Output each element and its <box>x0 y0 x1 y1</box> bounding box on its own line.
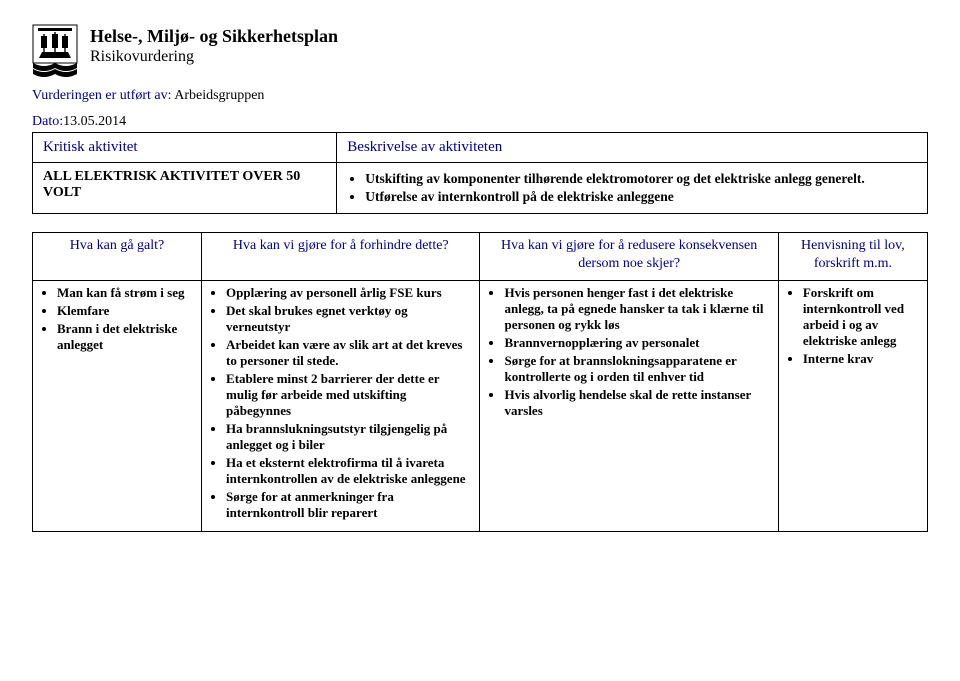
matrix-header-2: Hva kan vi gjøre for å forhindre dette? <box>202 233 480 281</box>
risk-matrix-table: Hva kan gå galt? Hva kan vi gjøre for å … <box>32 232 928 532</box>
list-item: Arbeidet kan være av slik art at det kre… <box>226 337 471 369</box>
prevent-list: Opplæring av personell årlig FSE kurs Det… <box>210 285 471 521</box>
document-header: Helse-, Miljø- og Sikkerhetsplan Risikov… <box>32 24 928 78</box>
list-item: Utskifting av komponenter tilhørende ele… <box>365 171 917 187</box>
reduce-consequence-list: Hvis personen henger fast i det elektris… <box>488 285 769 419</box>
list-item: Hvis alvorlig hendelse skal de rette ins… <box>504 387 769 419</box>
date-value: 13.05.2014 <box>63 114 126 129</box>
list-item: Det skal brukes egnet verktøy og verneut… <box>226 303 471 335</box>
assessment-by-line: Vurderingen er utført av: Arbeidsgruppen <box>32 88 928 104</box>
list-item: Brann i det elektriske anlegget <box>57 321 193 353</box>
matrix-cell-2: Opplæring av personell årlig FSE kurs Det… <box>202 281 480 532</box>
matrix-header-1: Hva kan gå galt? <box>33 233 202 281</box>
list-item: Forskrift om internkontroll ved arbeid i… <box>803 285 919 349</box>
date-line: Dato:13.05.2014 <box>32 114 928 130</box>
description-list: Utskifting av komponenter tilhørende ele… <box>347 171 917 205</box>
matrix-header-4: Henvisning til lov, forskrift m.m. <box>778 233 927 281</box>
what-can-go-wrong-list: Man kan få strøm i seg Klemfare Brann i de… <box>41 285 193 353</box>
list-item: Interne krav <box>803 351 919 367</box>
list-item: Brannvernopplæring av personalet <box>504 335 769 351</box>
list-item: Utførelse av internkontroll på de elektr… <box>365 189 917 205</box>
list-item: Ha et eksternt elektrofirma til å ivaret… <box>226 455 471 487</box>
meta-value: Arbeidsgruppen <box>174 88 264 103</box>
doc-subtitle: Risikovurdering <box>90 48 338 66</box>
matrix-cell-4: Forskrift om internkontroll ved arbeid i… <box>778 281 927 532</box>
activity-cell: ALL ELEKTRISK AKTIVITET OVER 50 VOLT <box>33 163 337 214</box>
meta-prefix: Vurderingen er utført av: <box>32 88 174 103</box>
matrix-header-3: Hva kan vi gjøre for å redusere konsekve… <box>480 233 778 281</box>
list-item: Ha brannslukningsutstyr tilgjengelig på … <box>226 421 471 453</box>
doc-title: Helse-, Miljø- og Sikkerhetsplan <box>90 26 338 48</box>
matrix-cell-1: Man kan få strøm i seg Klemfare Brann i de… <box>33 281 202 532</box>
date-label: Dato: <box>32 114 63 129</box>
list-item: Man kan få strøm i seg <box>57 285 193 301</box>
description-cell: Utskifting av komponenter tilhørende ele… <box>337 163 928 214</box>
list-item: Etablere minst 2 barrierer der dette er … <box>226 371 471 419</box>
matrix-cell-3: Hvis personen henger fast i det elektris… <box>480 281 778 532</box>
list-item: Opplæring av personell årlig FSE kurs <box>226 285 471 301</box>
references-list: Forskrift om internkontroll ved arbeid i… <box>787 285 919 367</box>
list-item: Klemfare <box>57 303 193 319</box>
list-item: Sørge for at brannslokningsapparatene er… <box>504 353 769 385</box>
activity-table: Kritisk aktivitet Beskrivelse av aktivit… <box>32 132 928 214</box>
list-item: Sørge for at anmerkninger fra internkont… <box>226 489 471 521</box>
col-activity-header: Kritisk aktivitet <box>33 133 337 163</box>
col-description-header: Beskrivelse av aktiviteten <box>337 133 928 163</box>
ship-crest-logo <box>32 24 78 78</box>
title-block: Helse-, Miljø- og Sikkerhetsplan Risikov… <box>90 24 338 66</box>
activity-name: ALL ELEKTRISK AKTIVITET OVER 50 VOLT <box>43 169 326 201</box>
list-item: Hvis personen henger fast i det elektris… <box>504 285 769 333</box>
